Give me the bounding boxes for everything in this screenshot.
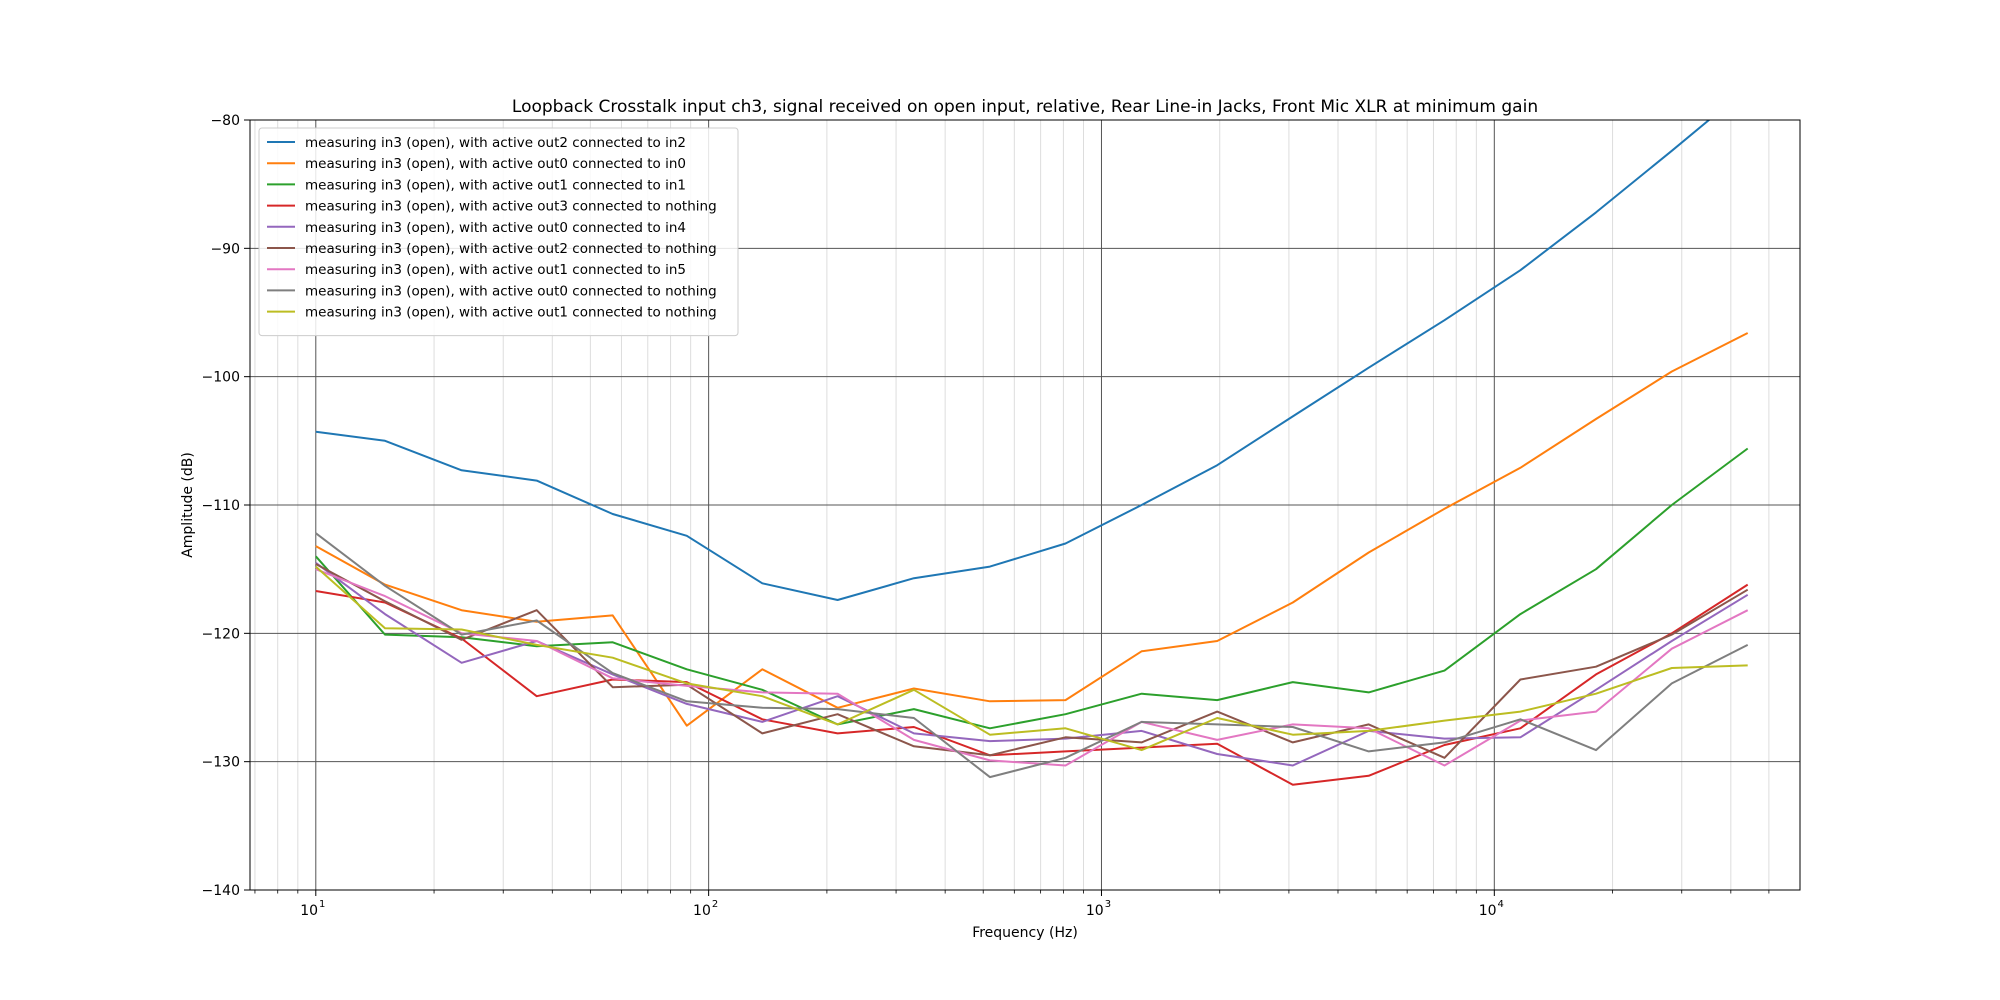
y-tick-label: −130 bbox=[202, 755, 240, 771]
series-line-8 bbox=[315, 532, 1749, 779]
y-tick-label: −90 bbox=[210, 241, 240, 257]
legend-label-2: measuring in3 (open), with active out0 c… bbox=[305, 156, 686, 172]
legend-label-1: measuring in3 (open), with active out2 c… bbox=[305, 135, 686, 151]
x-tick-exponent: 4 bbox=[1498, 899, 1504, 910]
chart-title: Loopback Crosstalk input ch3, signal rec… bbox=[512, 97, 1538, 117]
series-line-1 bbox=[315, 120, 1711, 601]
legend-label-5: measuring in3 (open), with active out0 c… bbox=[305, 220, 686, 236]
legend-label-9: measuring in3 (open), with active out1 c… bbox=[305, 305, 717, 321]
y-tick-label: −120 bbox=[202, 626, 240, 642]
y-tick-label: −140 bbox=[202, 883, 240, 899]
y-tick-label: −100 bbox=[202, 370, 240, 386]
series-line-2 bbox=[315, 332, 1749, 727]
series-line-6 bbox=[315, 563, 1749, 759]
x-axis-label: Frequency (Hz) bbox=[972, 925, 1078, 941]
legend: measuring in3 (open), with active out2 c… bbox=[258, 127, 739, 337]
legend-label-6: measuring in3 (open), with active out2 c… bbox=[305, 241, 717, 257]
legend-label-8: measuring in3 (open), with active out0 c… bbox=[305, 283, 717, 299]
x-tick-exponent: 3 bbox=[1105, 899, 1111, 910]
legend-label-3: measuring in3 (open), with active out1 c… bbox=[305, 177, 686, 193]
legend-label-7: measuring in3 (open), with active out1 c… bbox=[305, 262, 686, 278]
legend-box bbox=[258, 127, 739, 337]
y-tick-label: −80 bbox=[210, 113, 240, 129]
series-line-9 bbox=[315, 565, 1748, 752]
plot-lines bbox=[315, 120, 1749, 786]
legend-label-4: measuring in3 (open), with active out3 c… bbox=[305, 199, 717, 215]
y-axis-label: Amplitude (dB) bbox=[180, 452, 196, 558]
x-tick-exponent: 1 bbox=[319, 899, 325, 910]
x-tick-exponent: 2 bbox=[712, 899, 718, 910]
series-line-4 bbox=[315, 583, 1749, 786]
y-tick-label: −110 bbox=[202, 498, 240, 514]
